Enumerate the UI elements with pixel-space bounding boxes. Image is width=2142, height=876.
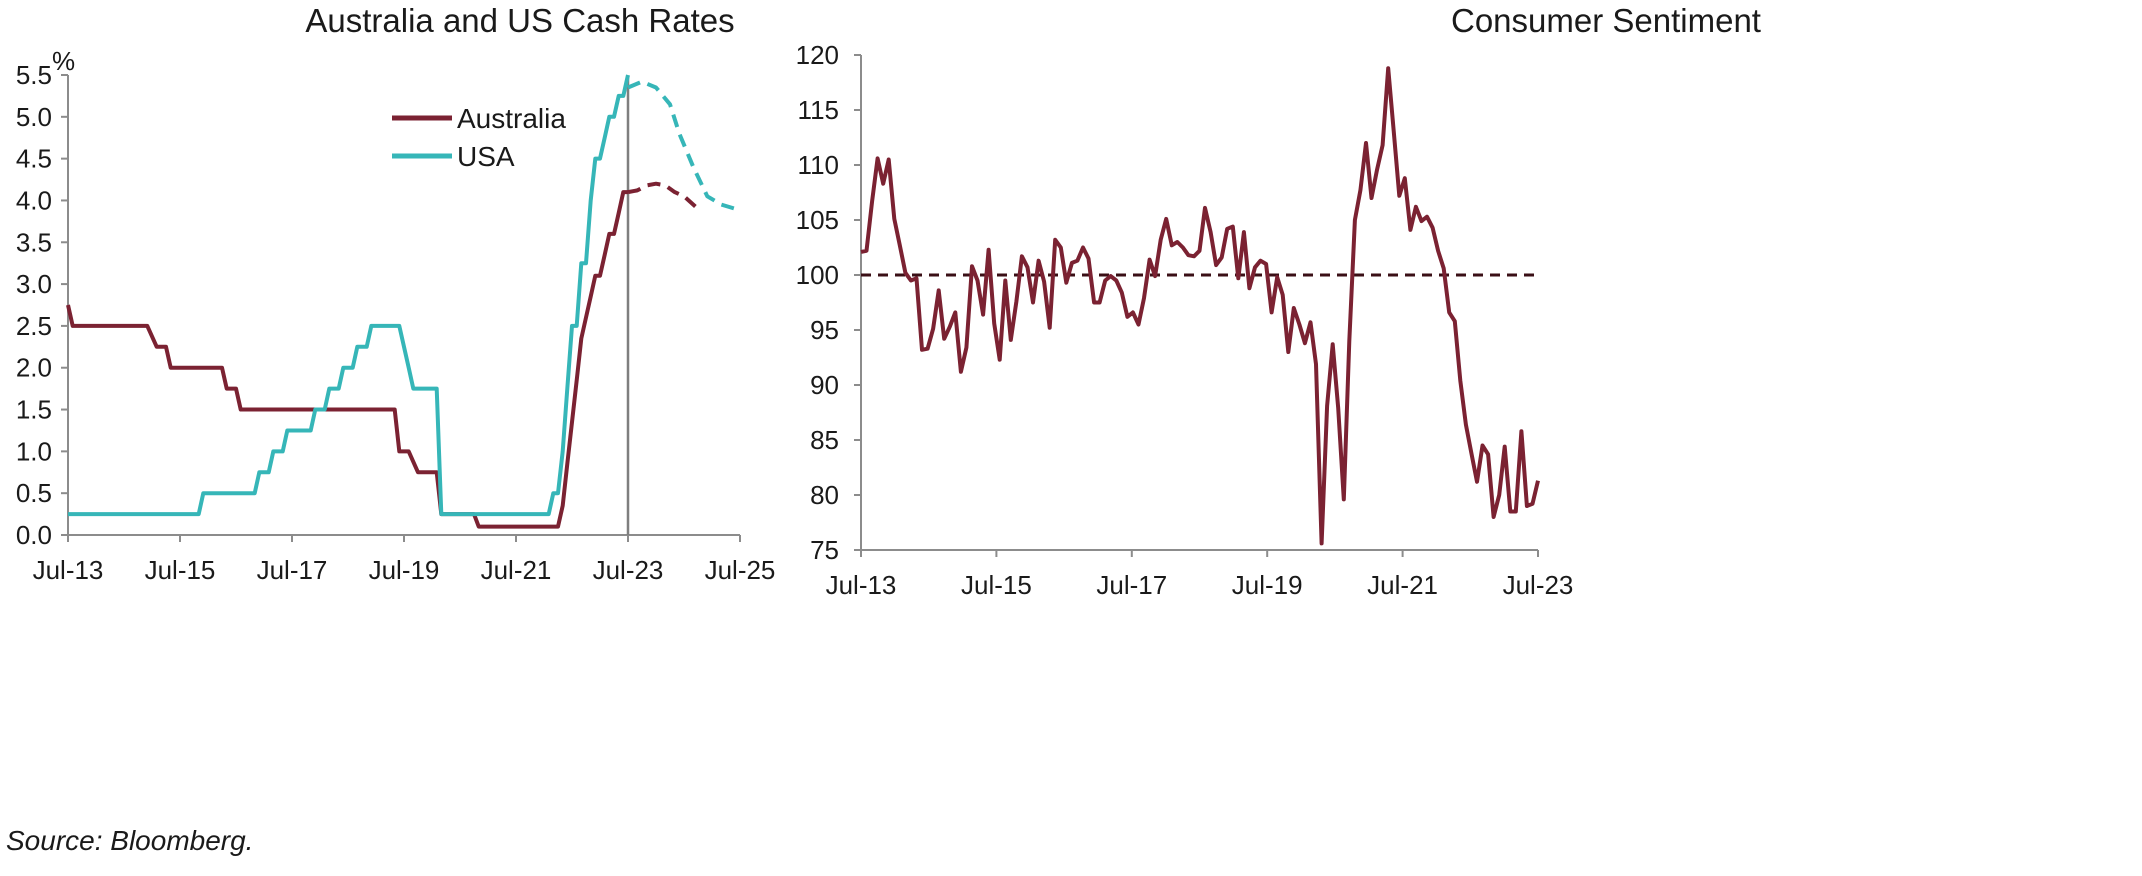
australia-line (68, 192, 628, 526)
y-tick-label: 0.5 (16, 478, 52, 508)
y-tick-label: 95 (810, 315, 839, 345)
y-tick-label: 120 (796, 40, 839, 70)
x-tick-label: Jul-19 (1232, 570, 1303, 600)
y-tick-label: 3.0 (16, 269, 52, 299)
y-tick-label: 75 (810, 535, 839, 565)
y-tick-label: 2.0 (16, 353, 52, 383)
y-tick-label: 110 (798, 150, 839, 180)
x-tick-label: Jul-17 (1096, 570, 1167, 600)
y-tick-label: 1.5 (16, 395, 52, 425)
x-tick-label: Jul-21 (1367, 570, 1438, 600)
source-note: Source: Bloomberg. (6, 825, 253, 857)
y-tick-label: 1.0 (16, 436, 52, 466)
y-tick-label: 5.0 (16, 102, 52, 132)
consumer-sentiment-chart: 75 80 85 90 95 100 105 110 115 120 Jul-13 Jul-15 Jul… (796, 40, 1574, 600)
x-tick-label: Jul-23 (1503, 570, 1574, 600)
y-tick-label: 115 (798, 95, 839, 125)
x-tick-label: Jul-13 (33, 555, 104, 585)
australia-forecast-line (628, 184, 698, 209)
y-tick-label: 2.5 (16, 311, 52, 341)
legend-label: Australia (457, 103, 566, 134)
y-tick-label: 3.5 (16, 227, 52, 257)
y-unit-label: % (52, 46, 75, 76)
y-tick-label: 105 (796, 205, 839, 235)
usa-line (68, 75, 628, 514)
y-tick-label: 0.0 (16, 520, 52, 550)
sentiment-line (861, 68, 1538, 543)
legend-label: USA (457, 141, 515, 172)
y-tick-label: 85 (810, 425, 839, 455)
x-tick-label: Jul-25 (705, 555, 776, 585)
y-tick-label: 4.5 (16, 144, 52, 174)
x-tick-label: Jul-15 (961, 570, 1032, 600)
x-tick-label: Jul-17 (257, 555, 328, 585)
x-tick-label: Jul-13 (826, 570, 897, 600)
x-tick-label: Jul-21 (481, 555, 552, 585)
y-tick-label: 100 (796, 260, 839, 290)
cash-rates-chart: 0.0 0.5 1.0 1.5 2.0 2.5 3.0 3.5 4.0 4.5 5.0 5.5 % Jul… (16, 46, 776, 585)
y-tick-label: 90 (810, 370, 839, 400)
y-tick-label: 4.0 (16, 185, 52, 215)
x-tick-label: Jul-15 (145, 555, 216, 585)
x-tick-label: Jul-23 (593, 555, 664, 585)
x-tick-label: Jul-19 (369, 555, 440, 585)
y-tick-label: 80 (810, 480, 839, 510)
charts-canvas: 0.0 0.5 1.0 1.5 2.0 2.5 3.0 3.5 4.0 4.5 5.0 5.5 % Jul… (0, 0, 2142, 876)
usa-forecast-line (628, 82, 740, 209)
y-tick-label: 5.5 (16, 60, 52, 90)
